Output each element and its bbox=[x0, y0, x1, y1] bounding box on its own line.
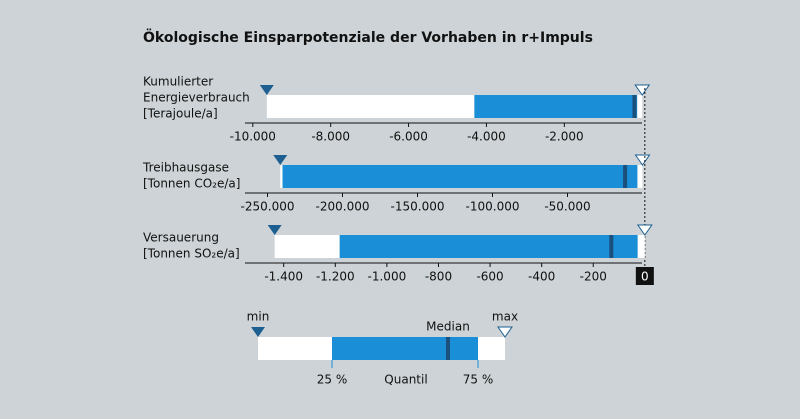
series-label: Energieverbrauch bbox=[143, 91, 250, 105]
range-high bbox=[637, 165, 643, 188]
series-label: [Terajoule/a] bbox=[143, 107, 218, 121]
legend: min max Median 25 % Quantil 75 % bbox=[247, 310, 518, 387]
range-low bbox=[274, 235, 340, 258]
series-label: Versauerung bbox=[143, 231, 219, 245]
legend-median bbox=[446, 337, 450, 360]
x-tick-label: -1.000 bbox=[368, 270, 407, 284]
legend-q75: 75 % bbox=[463, 373, 494, 387]
x-tick-label: -200 bbox=[580, 270, 607, 284]
x-tick-label: -4.000 bbox=[467, 130, 506, 144]
legend-max-marker bbox=[497, 326, 513, 338]
x-tick-label: -2.000 bbox=[545, 130, 584, 144]
legend-min-marker bbox=[251, 327, 265, 337]
median-line bbox=[609, 235, 614, 258]
series-label: Treibhausgase bbox=[142, 161, 229, 175]
quantile-box bbox=[339, 235, 638, 258]
legend-quantile-box bbox=[332, 337, 478, 360]
x-tick-label: -6.000 bbox=[389, 130, 428, 144]
x-tick-label: -50.000 bbox=[544, 200, 590, 214]
chart-title: Ökologische Einsparpotenziale der Vorhab… bbox=[143, 28, 593, 46]
max-marker bbox=[634, 154, 651, 166]
x-tick-label: -200.000 bbox=[316, 200, 370, 214]
x-tick-label: -150.000 bbox=[391, 200, 445, 214]
range-high bbox=[637, 95, 643, 118]
x-tick-label: -1.200 bbox=[316, 270, 355, 284]
legend-q25: 25 % bbox=[317, 373, 348, 387]
quantile-box bbox=[474, 95, 638, 118]
x-tick-label: -100.000 bbox=[466, 200, 520, 214]
x-tick-label: -8.000 bbox=[311, 130, 350, 144]
x-tick-label: -400 bbox=[528, 270, 555, 284]
x-tick-label: 0 bbox=[641, 270, 649, 284]
zero-label-box bbox=[635, 267, 654, 285]
range-low bbox=[266, 95, 475, 118]
series-label: Kumulierter bbox=[143, 75, 213, 89]
quantile-box bbox=[282, 165, 638, 188]
median-line bbox=[623, 165, 628, 188]
x-tick-label: -600 bbox=[476, 270, 503, 284]
legend-quantile: Quantil bbox=[384, 373, 427, 387]
min-marker bbox=[259, 85, 274, 95]
range-low bbox=[280, 165, 283, 188]
median-line bbox=[632, 95, 637, 118]
max-marker bbox=[636, 224, 653, 236]
x-tick-label: -1.400 bbox=[264, 270, 303, 284]
x-tick-label: -800 bbox=[425, 270, 452, 284]
series-label: [Tonnen CO₂e/a] bbox=[143, 177, 240, 191]
legend-max: max bbox=[492, 310, 518, 324]
series-label: [Tonnen SO₂e/a] bbox=[143, 247, 240, 261]
min-marker bbox=[267, 225, 282, 235]
x-tick-label: -10.000 bbox=[230, 130, 276, 144]
max-marker bbox=[634, 84, 651, 96]
x-tick-label: -250.000 bbox=[241, 200, 295, 214]
legend-median: Median bbox=[426, 320, 470, 334]
range-high bbox=[637, 235, 645, 258]
legend-min: min bbox=[247, 310, 270, 324]
min-marker bbox=[273, 155, 288, 165]
